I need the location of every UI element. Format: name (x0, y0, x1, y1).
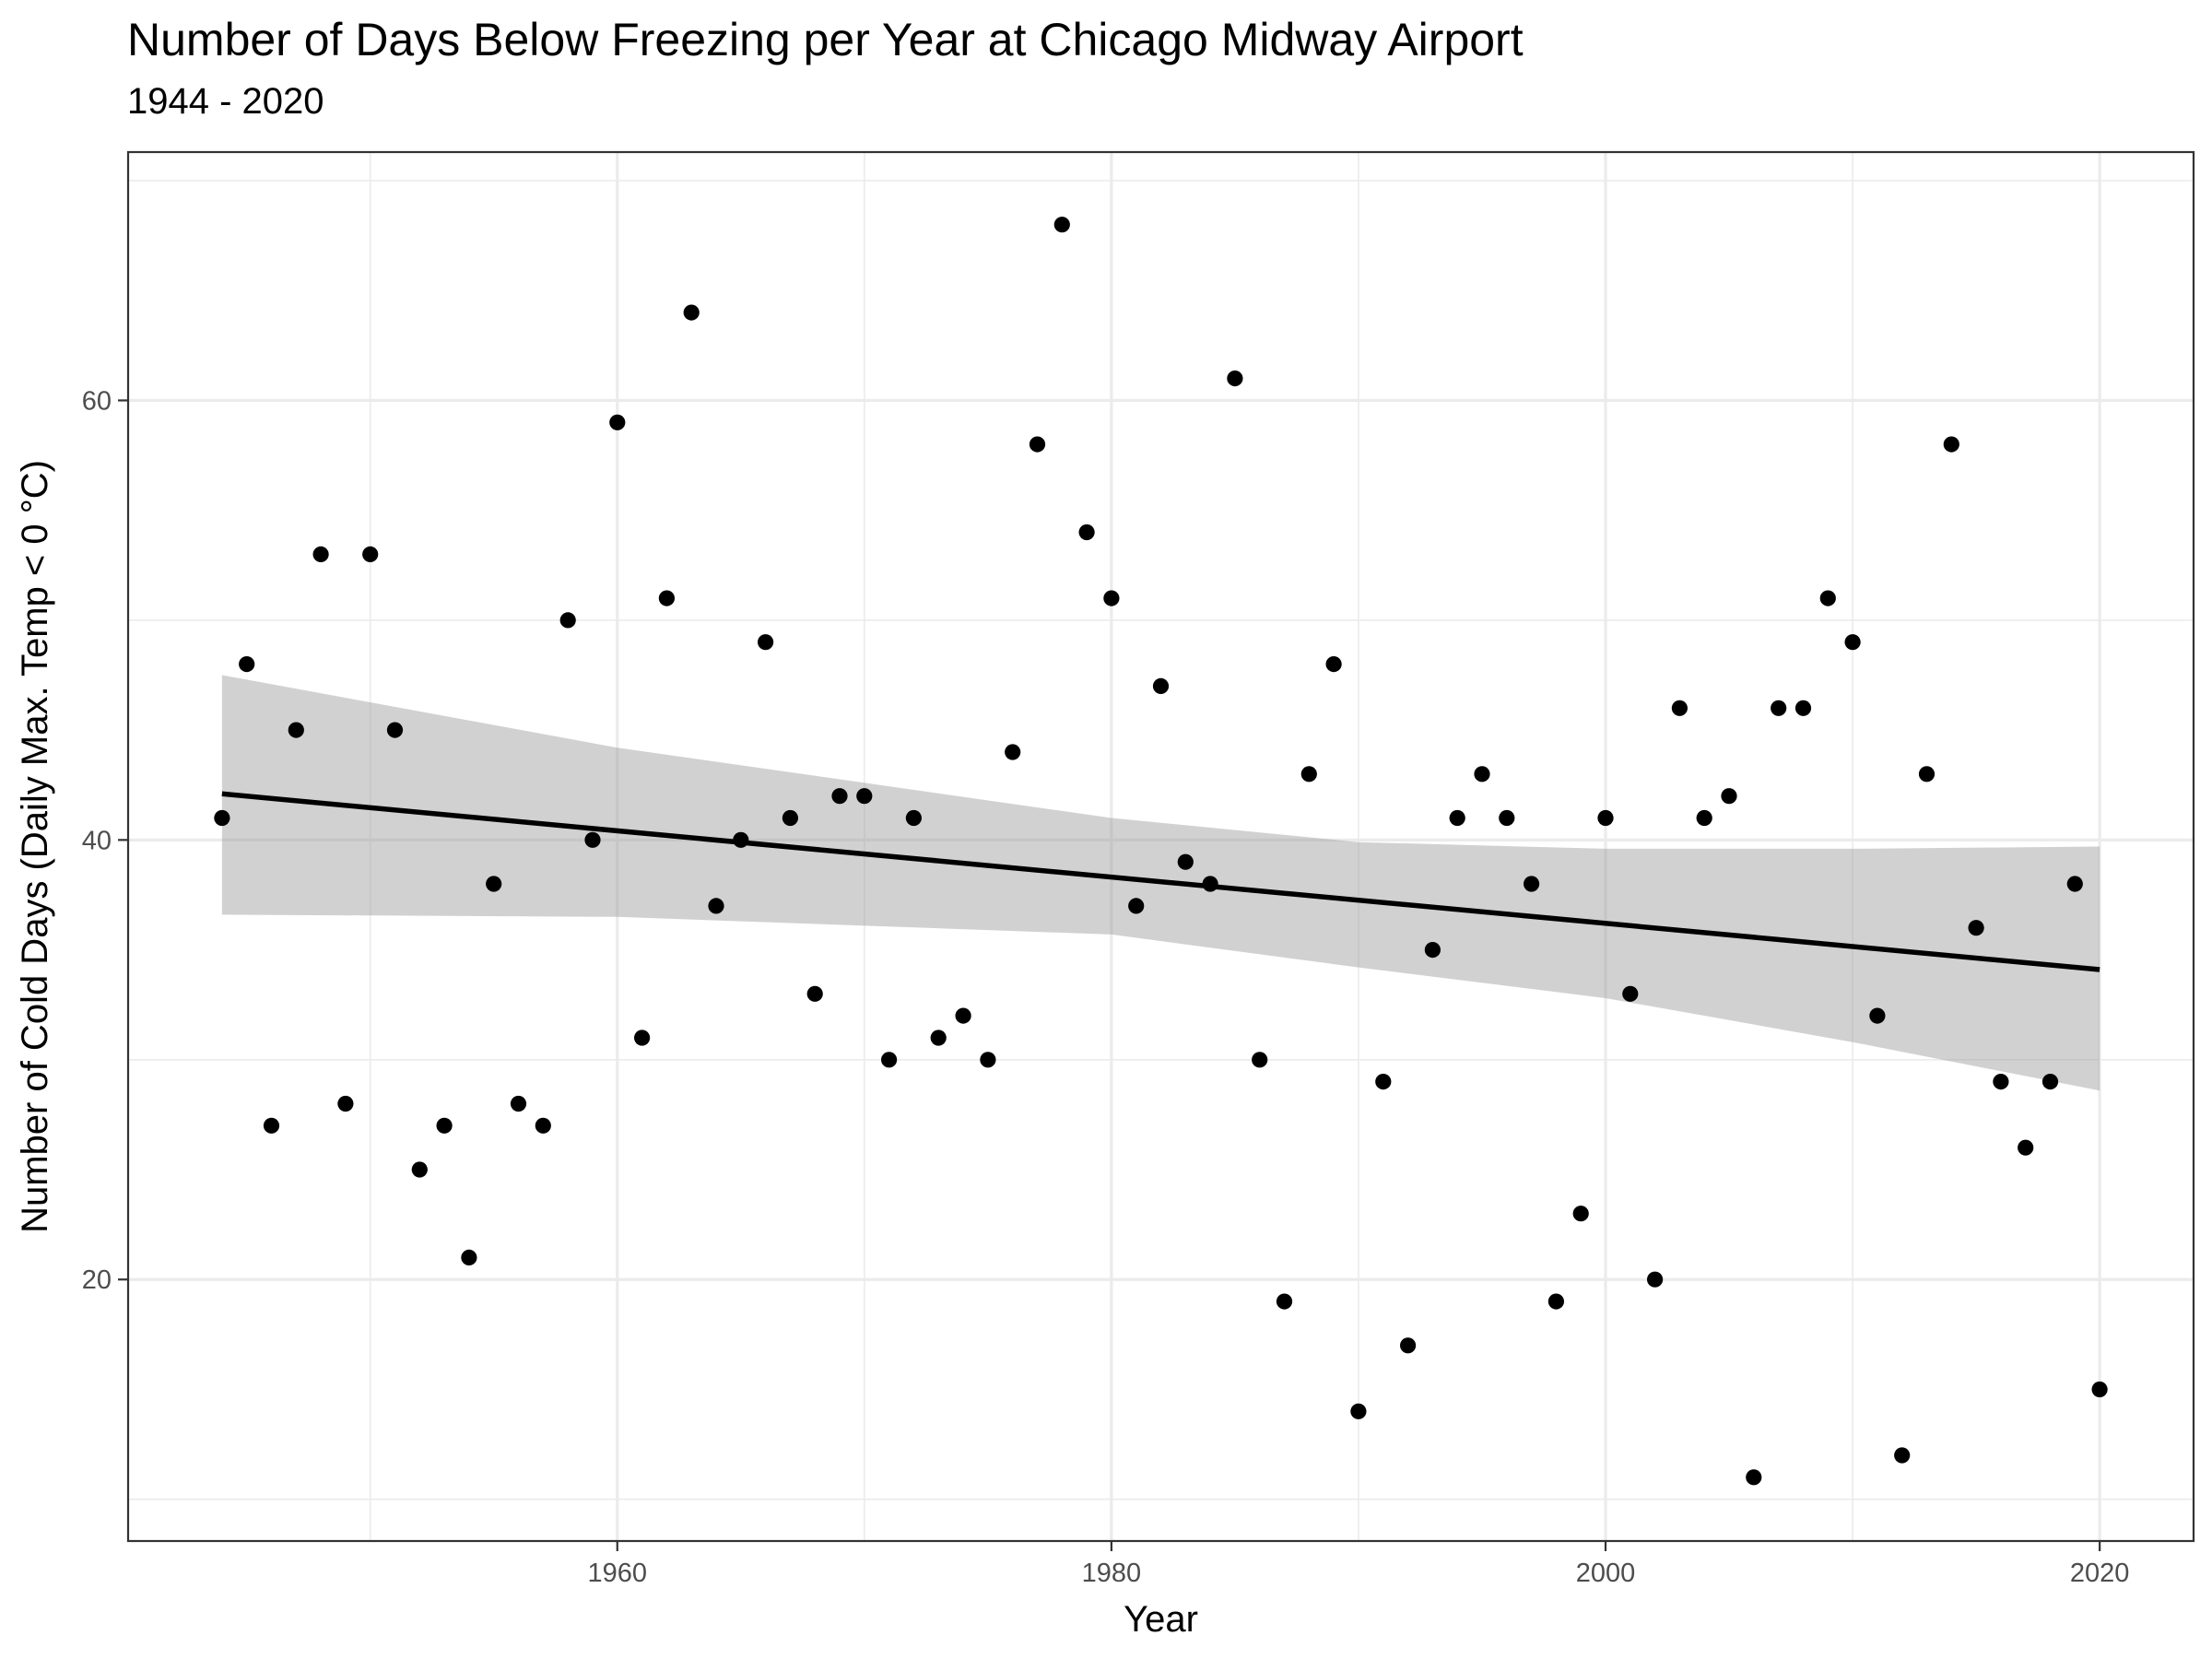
data-point (2041, 1074, 2059, 1090)
data-point (312, 546, 329, 563)
data-point (955, 1007, 971, 1024)
y-tick-label: 20 (82, 1265, 112, 1295)
data-point (2091, 1381, 2108, 1398)
data-point (881, 1052, 898, 1068)
data-point (584, 831, 601, 848)
data-point (1128, 898, 1145, 914)
data-point (980, 1052, 996, 1068)
data-point (658, 590, 676, 606)
y-axis-title: Number of Cold Days (Daily Max. Temp < 0… (15, 460, 55, 1233)
data-point (1005, 744, 1021, 760)
data-point (510, 1095, 527, 1112)
data-point (1894, 1447, 1911, 1464)
data-point (1499, 809, 1515, 827)
data-point (1647, 1271, 1664, 1288)
data-point (461, 1249, 477, 1265)
axis-ticks (118, 399, 2101, 1551)
chart-subtitle: 1944 - 2020 (127, 81, 324, 122)
regression-line (221, 791, 2100, 972)
data-point (1375, 1074, 1392, 1090)
data-point (905, 809, 923, 827)
data-point (1572, 1206, 1589, 1222)
data-point (535, 1117, 551, 1134)
x-tick-label: 1980 (1082, 1559, 1142, 1588)
data-point (1227, 371, 1243, 387)
data-point (1746, 1469, 1762, 1486)
data-point (831, 788, 848, 805)
data-point (1671, 700, 1688, 716)
data-point (806, 985, 823, 1002)
data-point (362, 546, 379, 563)
data-point (1276, 1293, 1293, 1310)
trend-line (221, 791, 2100, 972)
data-point (1252, 1052, 1268, 1068)
data-points (214, 217, 2108, 1486)
data-point (856, 788, 873, 805)
data-point (1300, 766, 1317, 782)
data-point (1524, 876, 1540, 892)
data-point (1424, 942, 1441, 959)
data-point (1819, 590, 1836, 606)
data-point (930, 1030, 947, 1046)
data-point (1943, 436, 1959, 453)
data-point (486, 876, 502, 892)
plot-panel-border (126, 150, 2195, 1543)
data-point (1918, 766, 1936, 782)
data-point (1622, 985, 1639, 1002)
data-point (609, 414, 626, 430)
x-tick-label: 1960 (588, 1559, 648, 1588)
data-point (1547, 1293, 1564, 1310)
data-point (1474, 766, 1490, 782)
data-point (1771, 700, 1787, 716)
x-axis-tick-labels: 1960 1980 2000 2020 (588, 1559, 2130, 1588)
data-point (758, 634, 774, 651)
data-point (2018, 1139, 2034, 1156)
minor-gridlines (128, 152, 2194, 1541)
x-tick-label: 2000 (1576, 1559, 1636, 1588)
data-point (1202, 876, 1218, 892)
x-tick-label: 2020 (2070, 1559, 2130, 1588)
data-point (559, 612, 576, 629)
y-tick-label: 60 (82, 386, 112, 416)
data-point (288, 722, 304, 738)
x-axis-title: Year (1124, 1599, 1198, 1640)
data-point (1350, 1403, 1367, 1419)
y-axis-tick-labels: 20 40 60 (82, 386, 112, 1295)
data-point (683, 304, 700, 321)
y-tick-label: 40 (82, 826, 112, 855)
data-point (436, 1117, 453, 1134)
chart-title: Number of Days Below Freezing per Year a… (127, 14, 1524, 65)
data-point (1177, 853, 1194, 870)
data-point (337, 1095, 354, 1112)
data-point (411, 1161, 428, 1178)
data-point (782, 809, 799, 827)
data-point (1993, 1074, 2009, 1090)
data-point (386, 722, 404, 738)
data-point (2066, 876, 2083, 892)
data-point (1869, 1007, 1886, 1024)
data-point (1029, 436, 1046, 453)
data-point (214, 809, 230, 827)
data-point (1597, 809, 1614, 827)
data-point (1053, 217, 1070, 233)
data-point (1968, 920, 1984, 936)
data-point (239, 656, 255, 673)
data-point (1794, 700, 1812, 716)
data-point (634, 1030, 651, 1046)
major-gridlines (128, 152, 2194, 1541)
data-point (1696, 809, 1712, 827)
data-point (708, 898, 724, 914)
data-point (1103, 590, 1120, 606)
data-point (1078, 524, 1095, 541)
data-point (1152, 677, 1170, 695)
data-point (1844, 634, 1861, 651)
data-point (1400, 1337, 1417, 1354)
data-point (1325, 656, 1342, 673)
data-point (1721, 788, 1737, 805)
data-point (263, 1117, 280, 1134)
data-point (1449, 809, 1465, 827)
data-point (733, 831, 749, 848)
